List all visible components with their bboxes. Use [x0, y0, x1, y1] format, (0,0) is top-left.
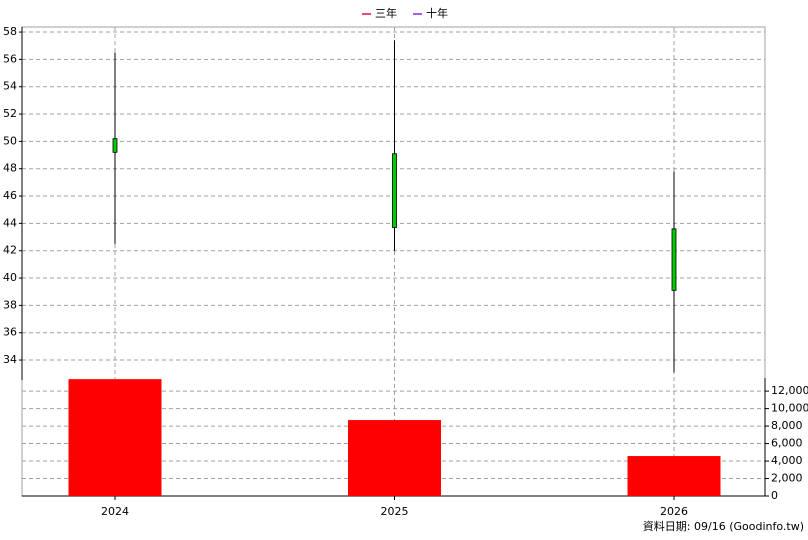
- y2-tick-label: 12,000: [771, 384, 808, 397]
- candle-body: [392, 153, 397, 228]
- x-tick-label: 2025: [381, 505, 409, 518]
- volume-bar: [348, 420, 441, 496]
- y-tick-label: 54: [3, 80, 17, 93]
- y-tick-label: 48: [3, 162, 17, 175]
- y-tick-label: 34: [3, 353, 17, 366]
- y2-tick-label: 4,000: [771, 454, 803, 467]
- y2-tick-label: 0: [771, 489, 778, 502]
- y-tick-label: 42: [3, 244, 17, 257]
- candle-body: [671, 228, 677, 291]
- y-tick-label: 40: [3, 271, 17, 284]
- y-tick-label: 44: [3, 216, 17, 229]
- y-tick-label: 38: [3, 298, 17, 311]
- legend-label: 三年: [375, 6, 397, 20]
- y2-tick-label: 10,000: [771, 402, 808, 415]
- legend-label: 十年: [426, 6, 448, 20]
- y-tick-label: 56: [3, 52, 17, 65]
- y-tick-label: 46: [3, 189, 17, 202]
- y-tick-label: 36: [3, 326, 17, 339]
- y2-tick-label: 8,000: [771, 419, 803, 432]
- y-tick-label: 58: [3, 25, 17, 38]
- y2-tick-label: 2,000: [771, 472, 803, 485]
- volume-bar: [68, 379, 162, 496]
- y2-tick-label: 6,000: [771, 437, 803, 450]
- candle-body: [112, 138, 118, 153]
- source-note: 資料日期: 09/16 (Goodinfo.tw): [643, 519, 804, 533]
- y-tick-label: 52: [3, 107, 17, 120]
- x-tick-label: 2024: [101, 505, 129, 518]
- volume-bar: [627, 456, 721, 496]
- x-tick-label: 2026: [660, 505, 688, 518]
- y-tick-label: 50: [3, 134, 17, 147]
